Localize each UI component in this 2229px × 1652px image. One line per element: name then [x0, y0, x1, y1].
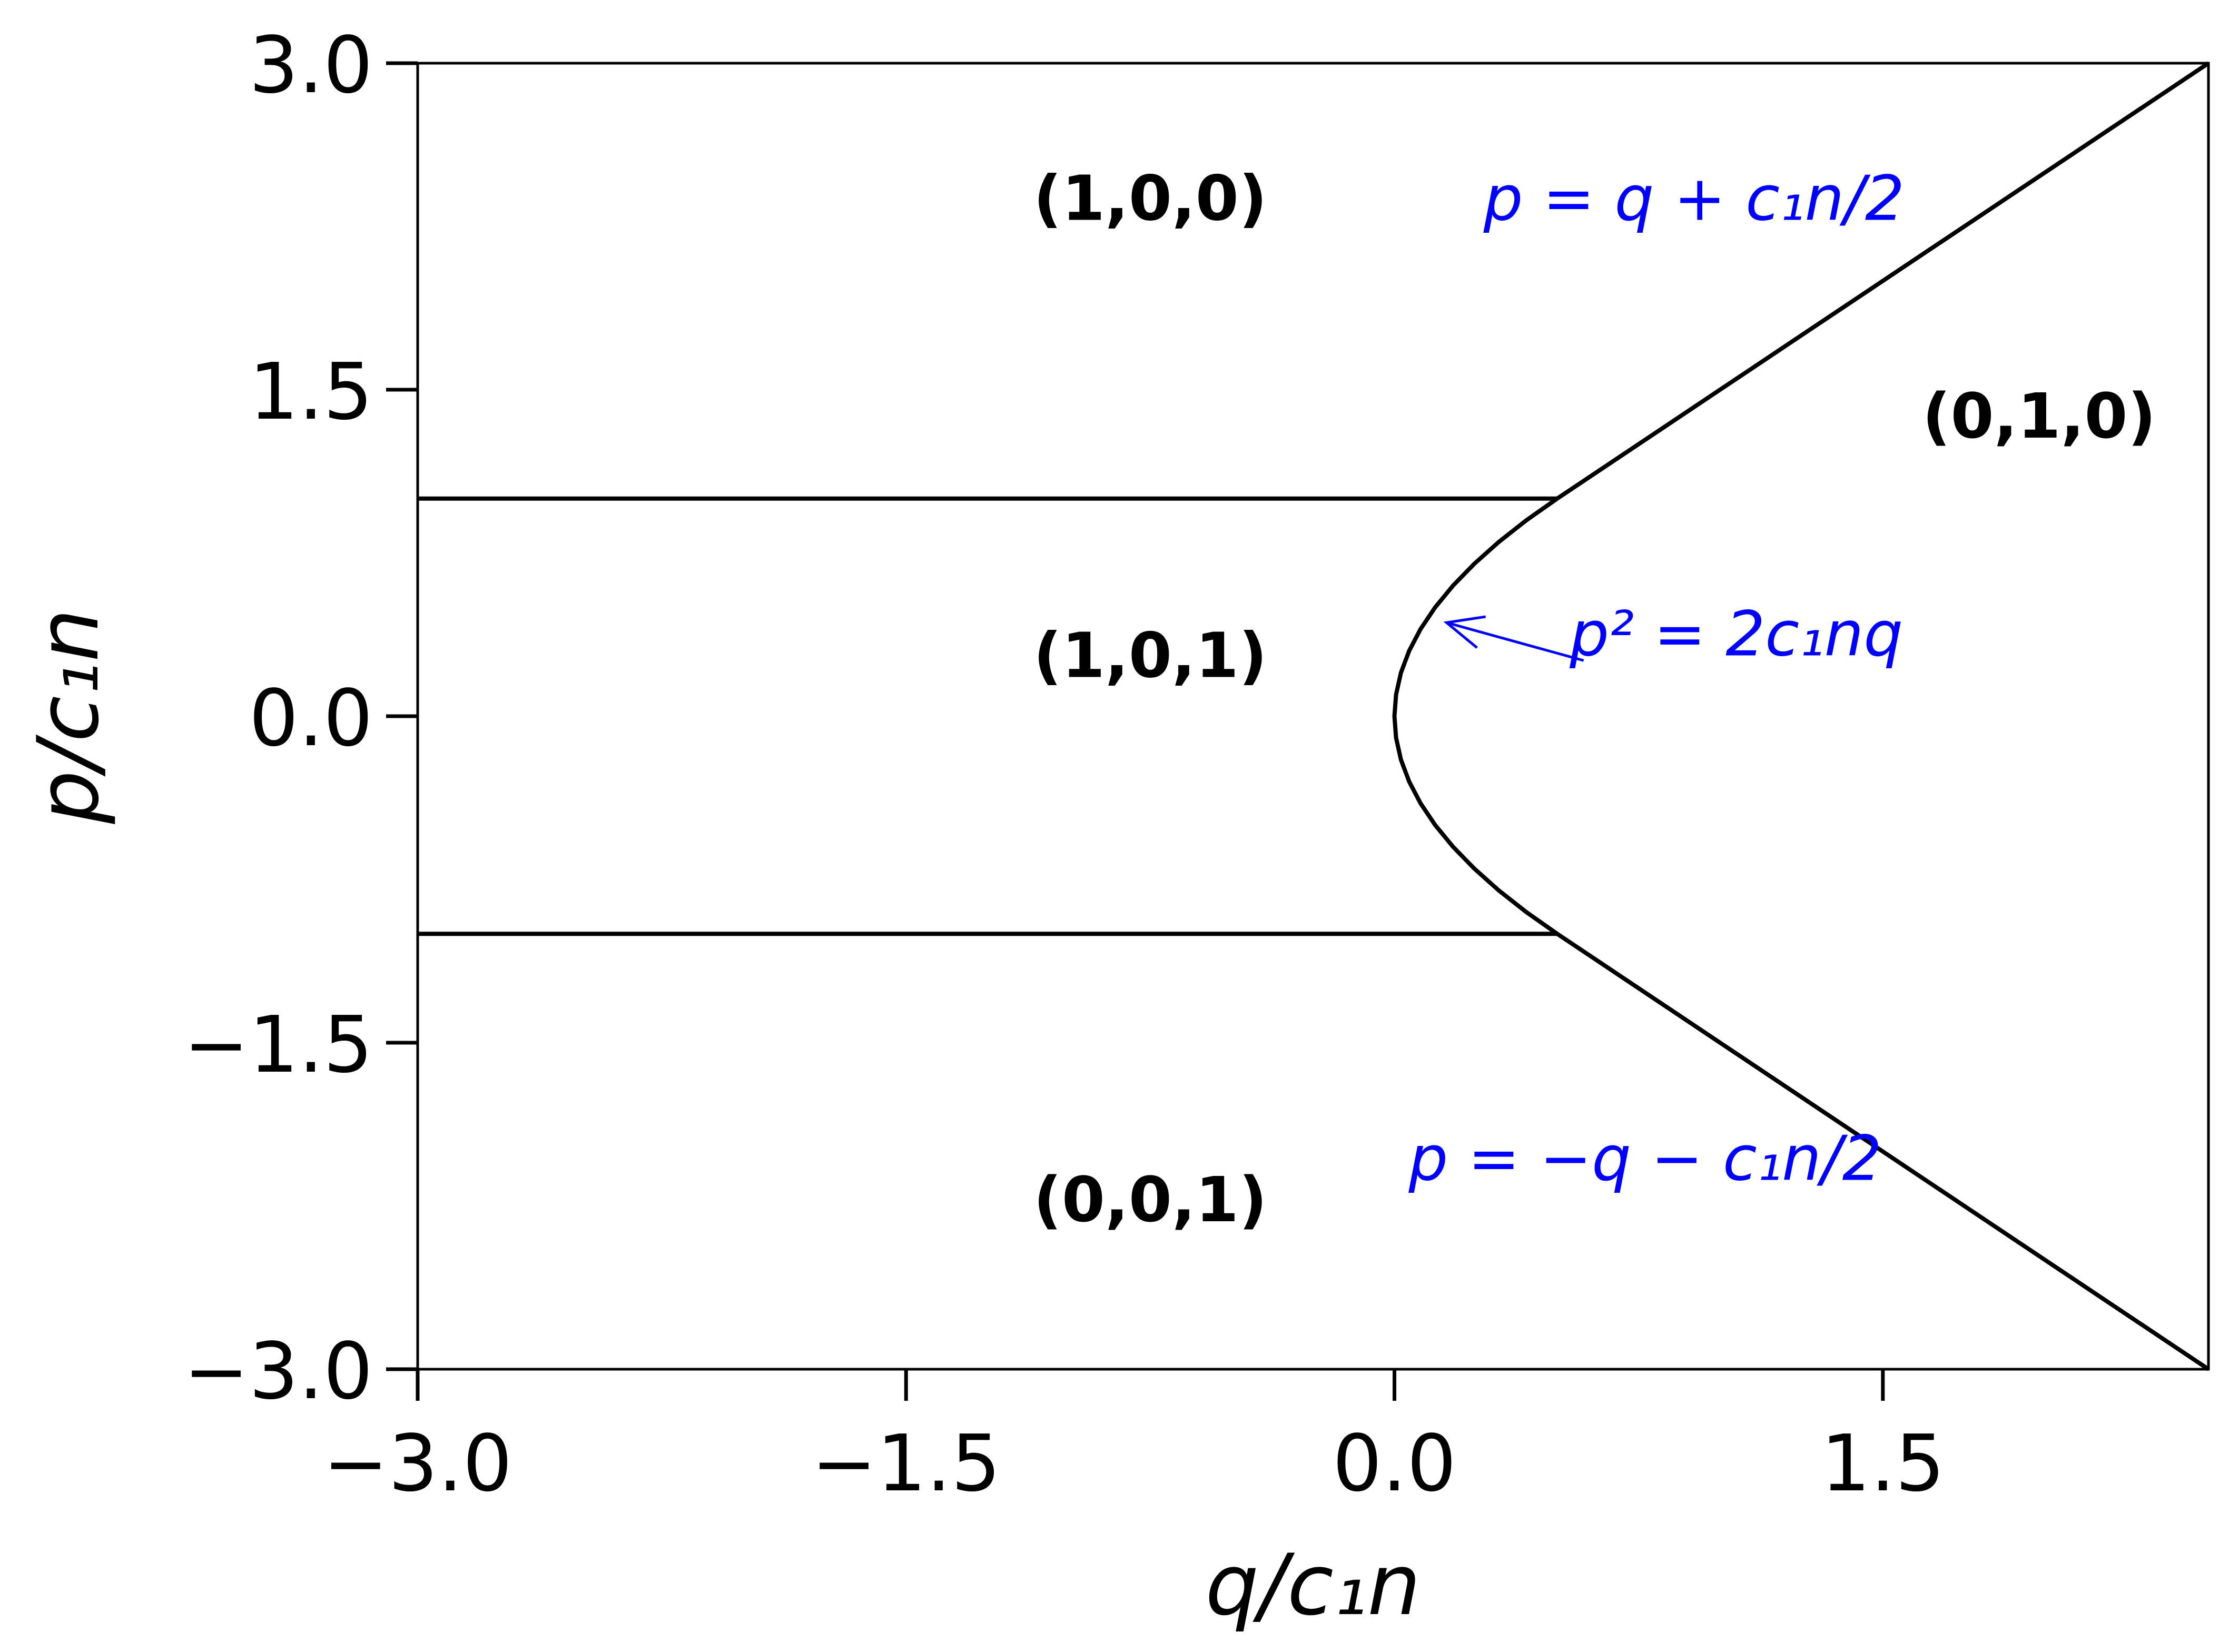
y-tick-label: −3.0	[184, 1326, 373, 1417]
x-tick-label: 1.5	[1821, 1418, 1945, 1509]
equation-annotation: p² = 2c₁nq	[1569, 597, 1903, 670]
region-label: (0,0,1)	[1033, 1163, 1267, 1236]
x-axis-title: q/c₁n	[1206, 1536, 1421, 1634]
equation-annotation: p = q + c₁n/2	[1483, 162, 1905, 235]
boundary-curve-3	[1556, 932, 2210, 1371]
boundary-curve-1	[1556, 61, 2210, 501]
y-tick-label: 3.0	[249, 20, 373, 111]
y-tick-label: 1.5	[249, 347, 373, 437]
annotations-layer: p = q + c₁n/2 p² = 2c₁nq p = −q − c₁n/2	[1408, 162, 1905, 1195]
curves-layer	[418, 61, 2210, 1371]
y-tick-label: 0.0	[249, 673, 373, 764]
boundary-curve-2	[1392, 497, 1559, 936]
region-label: (1,0,1)	[1033, 619, 1267, 692]
x-tick-label: 0.0	[1333, 1418, 1456, 1509]
axis-ticks-layer: −3.0 −1.5 0.0 1.5 −3.0 −1.5 0.0 1.5 3.0	[184, 20, 1945, 1509]
region-label: (0,1,0)	[1922, 380, 2156, 452]
region-labels-layer: (1,0,0) (0,1,0) (1,0,1) (0,0,1)	[1033, 162, 2156, 1236]
annotation-arrow-head	[1443, 615, 1486, 649]
x-tick-label: −3.0	[323, 1418, 512, 1509]
x-tick-label: −1.5	[812, 1418, 1001, 1509]
y-tick-label: −1.5	[184, 1000, 373, 1090]
y-axis-title: p/c₁n	[19, 609, 117, 825]
annotation-arrow-shaft	[1446, 621, 1584, 662]
region-label: (1,0,0)	[1033, 162, 1267, 235]
equation-annotation: p = −q − c₁n/2	[1408, 1122, 1881, 1194]
